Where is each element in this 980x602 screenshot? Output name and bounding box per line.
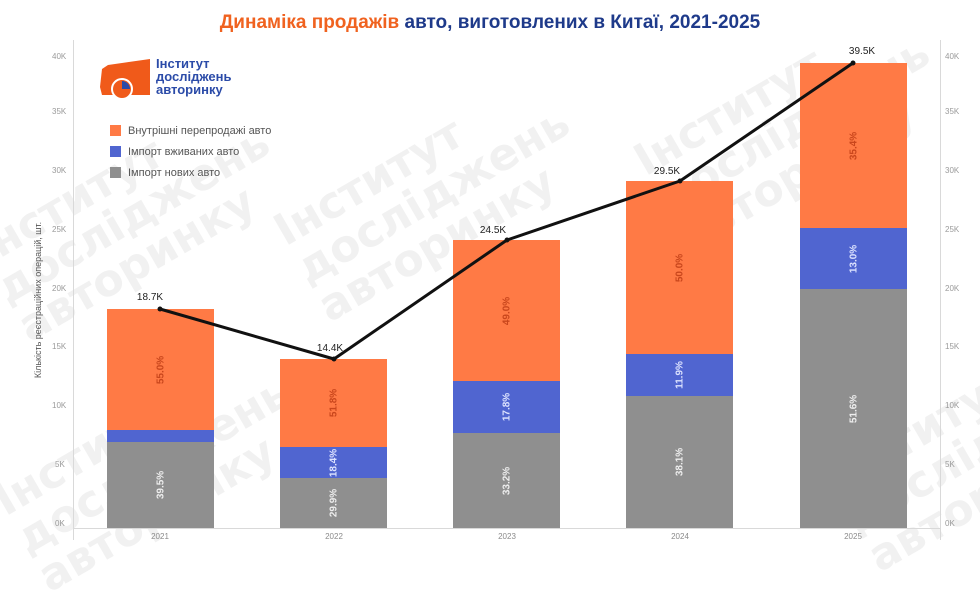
right-axis-line — [940, 40, 941, 540]
total-line — [157, 60, 856, 362]
y-tick-left: 15K — [52, 342, 67, 351]
bar-2024: 50.0% 11.9% 38.1% — [626, 181, 733, 528]
segment-new-import: 29.9% — [280, 478, 387, 528]
logo-line: авторинку — [156, 82, 223, 97]
logo-line: Інститут — [156, 56, 210, 71]
legend-item-new-import: Імпорт нових авто — [110, 162, 271, 183]
segment-new-import: 39.5% — [107, 442, 214, 528]
segment-used-import: 18.4% — [280, 447, 387, 478]
segment-used-import: 11.9% — [626, 354, 733, 396]
y-tick-left: 30K — [52, 166, 67, 175]
legend-item-resale: Внутрішні перепродажі авто — [110, 120, 271, 141]
legend-swatch — [110, 125, 121, 136]
total-label-2023: 24.5K — [479, 225, 507, 236]
total-label-2022: 14.4K — [316, 343, 344, 354]
y-tick-left: 10K — [52, 401, 67, 410]
bar-2023: 49.0% 17.8% 33.2% — [453, 240, 560, 528]
legend-swatch — [110, 167, 121, 178]
x-axis-line — [74, 528, 940, 529]
y-tick-right: 5K — [945, 460, 955, 469]
title-highlight: Динаміка продажів — [219, 12, 400, 33]
y-tick-left: 35K — [52, 107, 67, 116]
segment-used-import — [107, 430, 214, 442]
total-label-2025: 39.5K — [848, 46, 876, 57]
legend-label: Імпорт вживаних авто — [128, 145, 240, 158]
y-tick-left: 0K — [55, 519, 65, 528]
y-tick-left: 25K — [52, 225, 67, 234]
y-tick-right: 15K — [945, 342, 960, 351]
legend-item-used-import: Імпорт вживаних авто — [110, 141, 271, 162]
legend-label: Імпорт нових авто — [128, 166, 221, 179]
y-tick-right: 25K — [945, 225, 960, 234]
segment-resale: 55.0% — [107, 309, 214, 430]
segment-used-import: 17.8% — [453, 381, 560, 433]
segment-new-import: 51.6% — [800, 289, 907, 528]
x-tick: 2021 — [151, 532, 169, 541]
legend-swatch — [110, 146, 121, 157]
logo-text: Інститут досліджень авторинку — [156, 57, 232, 96]
y-tick-right: 10K — [945, 401, 960, 410]
segment-resale: 50.0% — [626, 181, 733, 354]
legend: Внутрішні перепродажі авто Імпорт вживан… — [110, 120, 271, 183]
y-tick-left: 5K — [55, 460, 65, 469]
y-tick-right: 20K — [945, 284, 960, 293]
bar-2025: 35.4% 13.0% 51.6% — [800, 63, 907, 528]
y-tick-left: 40K — [52, 52, 67, 61]
segment-resale: 35.4% — [800, 63, 907, 228]
title-rest: авто, виготовлених в Китаї, 2021-2025 — [399, 12, 761, 33]
bar-2022: 51.8% 18.4% 29.9% — [280, 359, 387, 528]
institute-logo: Інститут досліджень авторинку — [98, 57, 238, 103]
legend-label: Внутрішні перепродажі авто — [128, 124, 272, 137]
total-label-2024: 29.5K — [653, 166, 681, 177]
segment-resale: 51.8% — [280, 359, 387, 447]
x-tick: 2024 — [671, 532, 689, 541]
y-tick-right: 35K — [945, 107, 960, 116]
chart-title: Динаміка продажів авто, виготовлених в К… — [0, 12, 980, 34]
total-label-2021: 18.7K — [136, 292, 164, 303]
x-tick: 2022 — [325, 532, 343, 541]
logo-line: досліджень — [156, 69, 232, 84]
segment-new-import: 33.2% — [453, 433, 560, 528]
bar-2021: 55.0% 39.5% — [107, 309, 214, 528]
y-tick-right: 40K — [945, 52, 960, 61]
segment-used-import: 13.0% — [800, 228, 907, 289]
x-tick: 2023 — [498, 532, 516, 541]
y-tick-right: 30K — [945, 166, 960, 175]
y-tick-right: 0K — [945, 519, 955, 528]
x-tick: 2025 — [844, 532, 862, 541]
y-tick-left: 20K — [52, 284, 67, 293]
left-axis-line — [73, 40, 74, 540]
logo-car-icon — [100, 59, 150, 100]
segment-new-import: 38.1% — [626, 396, 733, 528]
